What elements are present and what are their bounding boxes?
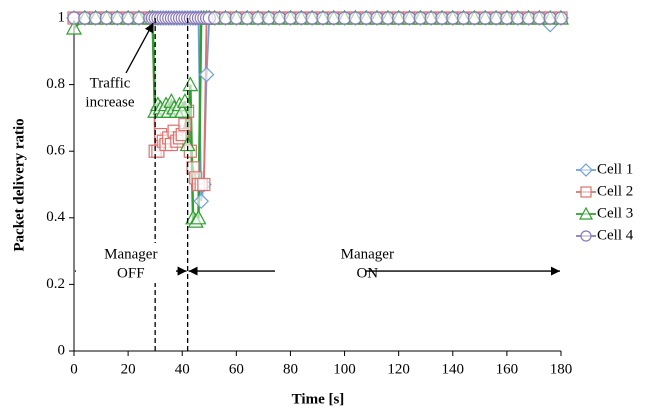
- point: [176, 92, 193, 108]
- point: [110, 11, 124, 25]
- y-axis-label: Packet delivery ratio: [11, 118, 27, 251]
- x-tick-label: 120: [387, 361, 410, 377]
- y-tick-label: 1: [58, 9, 66, 25]
- point: [193, 193, 210, 209]
- x-tick-label: 180: [550, 361, 573, 377]
- y-tick-label: 0: [58, 342, 66, 358]
- point: [478, 11, 492, 25]
- point: [316, 11, 330, 25]
- point: [392, 11, 406, 25]
- y-tick-label: 0.4: [46, 209, 65, 225]
- x-tick-label: 40: [175, 361, 190, 377]
- annotation-bg: [76, 243, 176, 283]
- annotation: Traffic: [90, 75, 131, 91]
- point: [532, 11, 546, 25]
- point: [174, 102, 191, 118]
- point: [240, 11, 254, 25]
- point: [229, 11, 243, 25]
- point: [78, 11, 92, 25]
- y-tick-label: 0.8: [46, 76, 65, 92]
- point: [579, 163, 593, 177]
- x-tick-label: 20: [121, 361, 136, 377]
- annotation: increase: [85, 94, 134, 110]
- point: [500, 11, 514, 25]
- annotation-arrow: [125, 22, 154, 74]
- point: [65, 19, 83, 35]
- point: [305, 11, 319, 25]
- point: [489, 11, 503, 25]
- x-axis-label: Time [s]: [292, 391, 345, 407]
- point: [543, 11, 557, 25]
- point: [121, 11, 135, 25]
- point: [511, 11, 525, 25]
- point: [218, 11, 233, 25]
- y-tick-label: 0.2: [46, 276, 65, 292]
- point: [208, 11, 222, 25]
- point: [89, 11, 103, 25]
- series-line: [73, 16, 561, 224]
- point: [251, 11, 265, 25]
- point: [262, 11, 276, 25]
- x-tick-label: 0: [70, 361, 78, 377]
- point: [413, 11, 427, 25]
- point: [402, 11, 417, 25]
- point: [273, 11, 287, 25]
- point: [424, 11, 438, 25]
- point: [198, 66, 215, 83]
- point: [467, 11, 482, 25]
- series-line: [74, 17, 562, 202]
- point: [554, 11, 568, 25]
- point: [435, 11, 449, 25]
- x-tick-label: 80: [283, 361, 298, 377]
- point: [521, 11, 536, 25]
- point: [457, 11, 471, 25]
- y-tick-label: 0.6: [46, 143, 65, 159]
- point: [359, 11, 373, 25]
- annotation: OFF: [117, 265, 145, 281]
- point: [182, 76, 199, 92]
- point: [348, 11, 362, 25]
- legend-label: Cell 2: [597, 183, 633, 199]
- x-tick-label: 160: [496, 361, 519, 377]
- annotation-bg: [78, 72, 142, 116]
- point: [446, 11, 460, 25]
- point: [99, 11, 114, 25]
- annotation-bg: [275, 243, 365, 283]
- annotation: Manager: [104, 246, 157, 262]
- point: [337, 11, 352, 25]
- x-tick-label: 60: [229, 361, 244, 377]
- x-tick-label: 140: [442, 361, 465, 377]
- point: [132, 11, 146, 25]
- point: [283, 11, 298, 25]
- point: [190, 209, 207, 225]
- legend-label: Cell 3: [597, 205, 633, 221]
- point: [580, 230, 592, 242]
- series-line: [74, 17, 561, 186]
- point: [294, 11, 308, 25]
- point: [580, 186, 592, 198]
- legend-label: Cell 1: [597, 161, 633, 177]
- annotation: Manager: [341, 246, 394, 262]
- x-tick-label: 100: [333, 361, 356, 377]
- point: [67, 11, 81, 25]
- legend-label: Cell 4: [597, 227, 634, 243]
- point: [197, 177, 211, 192]
- point: [381, 11, 395, 25]
- annotation: ON: [356, 265, 378, 281]
- point: [578, 206, 594, 220]
- point: [178, 117, 192, 132]
- point: [327, 11, 341, 25]
- point: [370, 11, 384, 25]
